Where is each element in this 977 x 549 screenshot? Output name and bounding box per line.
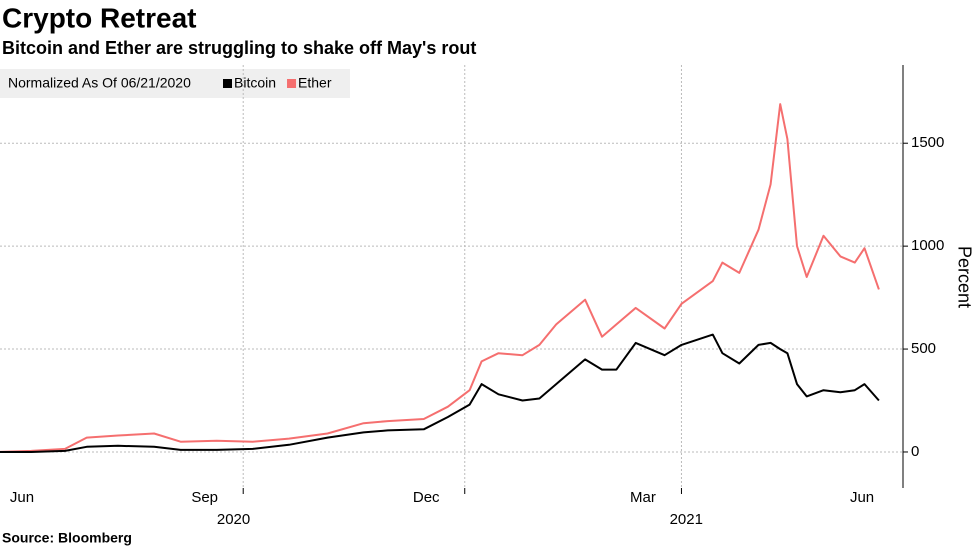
x-tick-label: Jun xyxy=(10,489,34,506)
chart-title: Crypto Retreat xyxy=(2,2,196,33)
legend-swatch xyxy=(223,79,232,88)
legend-label: Ether xyxy=(298,75,332,91)
x-tick-label: Mar xyxy=(630,489,656,506)
legend-label: Bitcoin xyxy=(234,75,276,91)
x-tick-label: Sep xyxy=(191,489,218,506)
y-tick-label: 1000 xyxy=(911,237,944,254)
x-tick-label: Dec xyxy=(413,489,440,506)
x-year-label: 2020 xyxy=(217,511,250,528)
y-tick-label: 0 xyxy=(911,443,919,460)
y-axis-label: Percent xyxy=(954,246,974,308)
source: Source: Bloomberg xyxy=(2,530,132,546)
legend-swatch xyxy=(287,79,297,88)
x-year-label: 2021 xyxy=(670,511,703,528)
y-tick-label: 500 xyxy=(911,340,936,357)
x-tick-label: Jun xyxy=(850,489,874,506)
line-series xyxy=(0,103,880,453)
chart-subtitle: Bitcoin and Ether are struggling to shak… xyxy=(2,38,476,58)
line-series xyxy=(0,333,880,453)
y-tick-label: 1500 xyxy=(911,134,944,151)
legend-title: Normalized As Of 06/21/2020 xyxy=(8,75,191,91)
